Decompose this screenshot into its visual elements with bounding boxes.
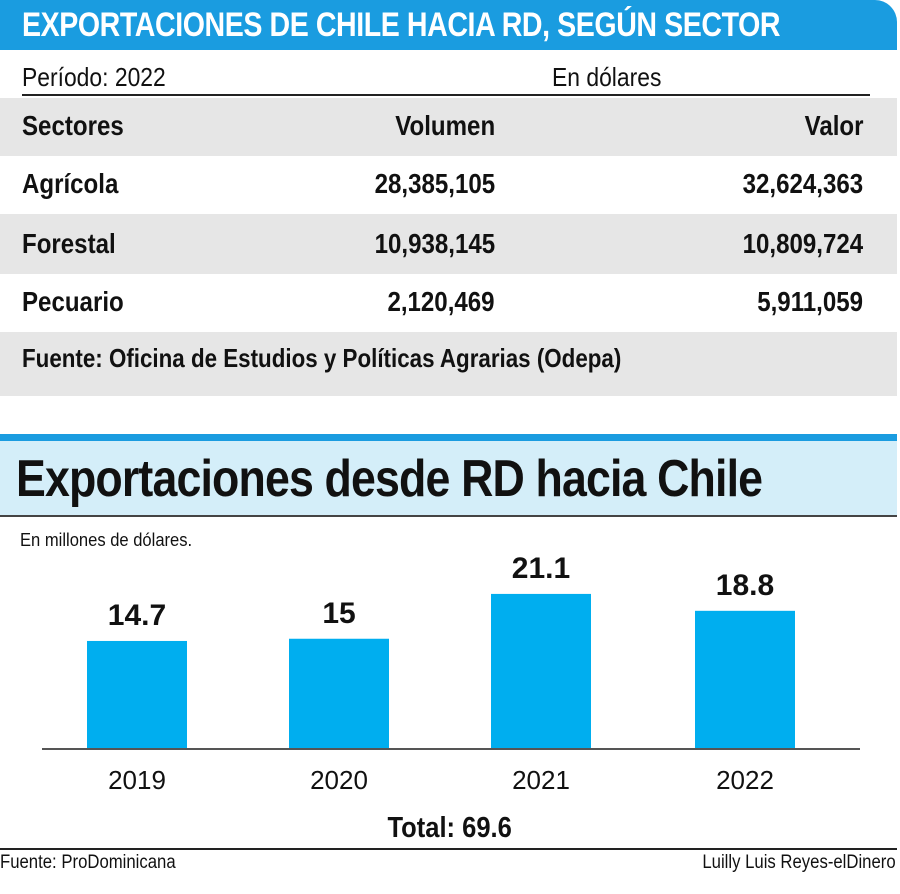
x-tick-label-2021: 2021 [512,765,570,795]
bar-2019 [87,640,187,749]
period-label: Período: 2022 [22,62,166,92]
data-label-2022: 18.8 [716,569,774,602]
bar-chart: 14.7 2019 15 2020 21.1 2021 18.8 2022 [42,552,860,795]
table-row: Agrícola 28,385,105 32,624,363 [0,156,897,214]
bar-2021 [491,593,591,749]
table-header-row: Sectores Volumen Valor [0,98,897,156]
row-volume: 10,938,145 [374,228,495,259]
header-value: Valor [804,110,863,141]
x-tick-label-2019: 2019 [108,765,166,795]
unit-label: En dólares [552,62,662,92]
chart-title-banner: Exportaciones desde RD hacia Chile [0,441,897,517]
row-volume: 2,120,469 [387,286,495,317]
footer-source: Fuente: ProDominicana [0,852,176,873]
total-label: Total: 69.6 [387,812,513,844]
header-volume: Volumen [395,110,495,141]
x-tick-label-2020: 2020 [310,765,368,795]
row-value: 10,809,724 [742,228,863,259]
table-source: Fuente: Oficina de Estudios y Políticas … [22,343,622,373]
row-sector: Forestal [22,228,116,259]
chart-total: Total: 69.6 [0,812,900,845]
row-volume: 28,385,105 [374,168,495,199]
bar-2022 [695,610,795,749]
footer-credit: Luilly Luis Reyes-elDinero [702,852,896,873]
table-title-banner: EXPORTACIONES DE CHILE HACIA RD, SEGÚN S… [0,0,897,50]
sector-table: Sectores Volumen Valor Agrícola 28,385,1… [0,98,897,396]
footer-divider [0,848,897,850]
chart-unit-label: En millones de dólares. [20,530,193,550]
chart-title: Exportaciones desde RD hacia Chile [16,450,763,508]
row-value: 5,911,059 [757,286,863,317]
x-tick-label-2022: 2022 [716,765,774,795]
row-value: 32,624,363 [742,168,863,199]
table-row: Pecuario 2,120,469 5,911,059 [0,274,897,332]
data-label-2021: 21.1 [512,552,570,585]
row-sector: Pecuario [22,286,124,317]
row-sector: Agrícola [22,168,119,199]
data-label-2019: 14.7 [108,599,166,632]
header-sector: Sectores [22,110,124,141]
chart-accent-line [0,434,897,441]
table-meta-row: Período: 2022 En dólares [22,62,870,96]
table-title: EXPORTACIONES DE CHILE HACIA RD, SEGÚN S… [22,6,781,44]
data-label-2020: 15 [322,597,355,630]
bar-2020 [289,638,389,749]
table-row: Forestal 10,938,145 10,809,724 [0,216,897,274]
